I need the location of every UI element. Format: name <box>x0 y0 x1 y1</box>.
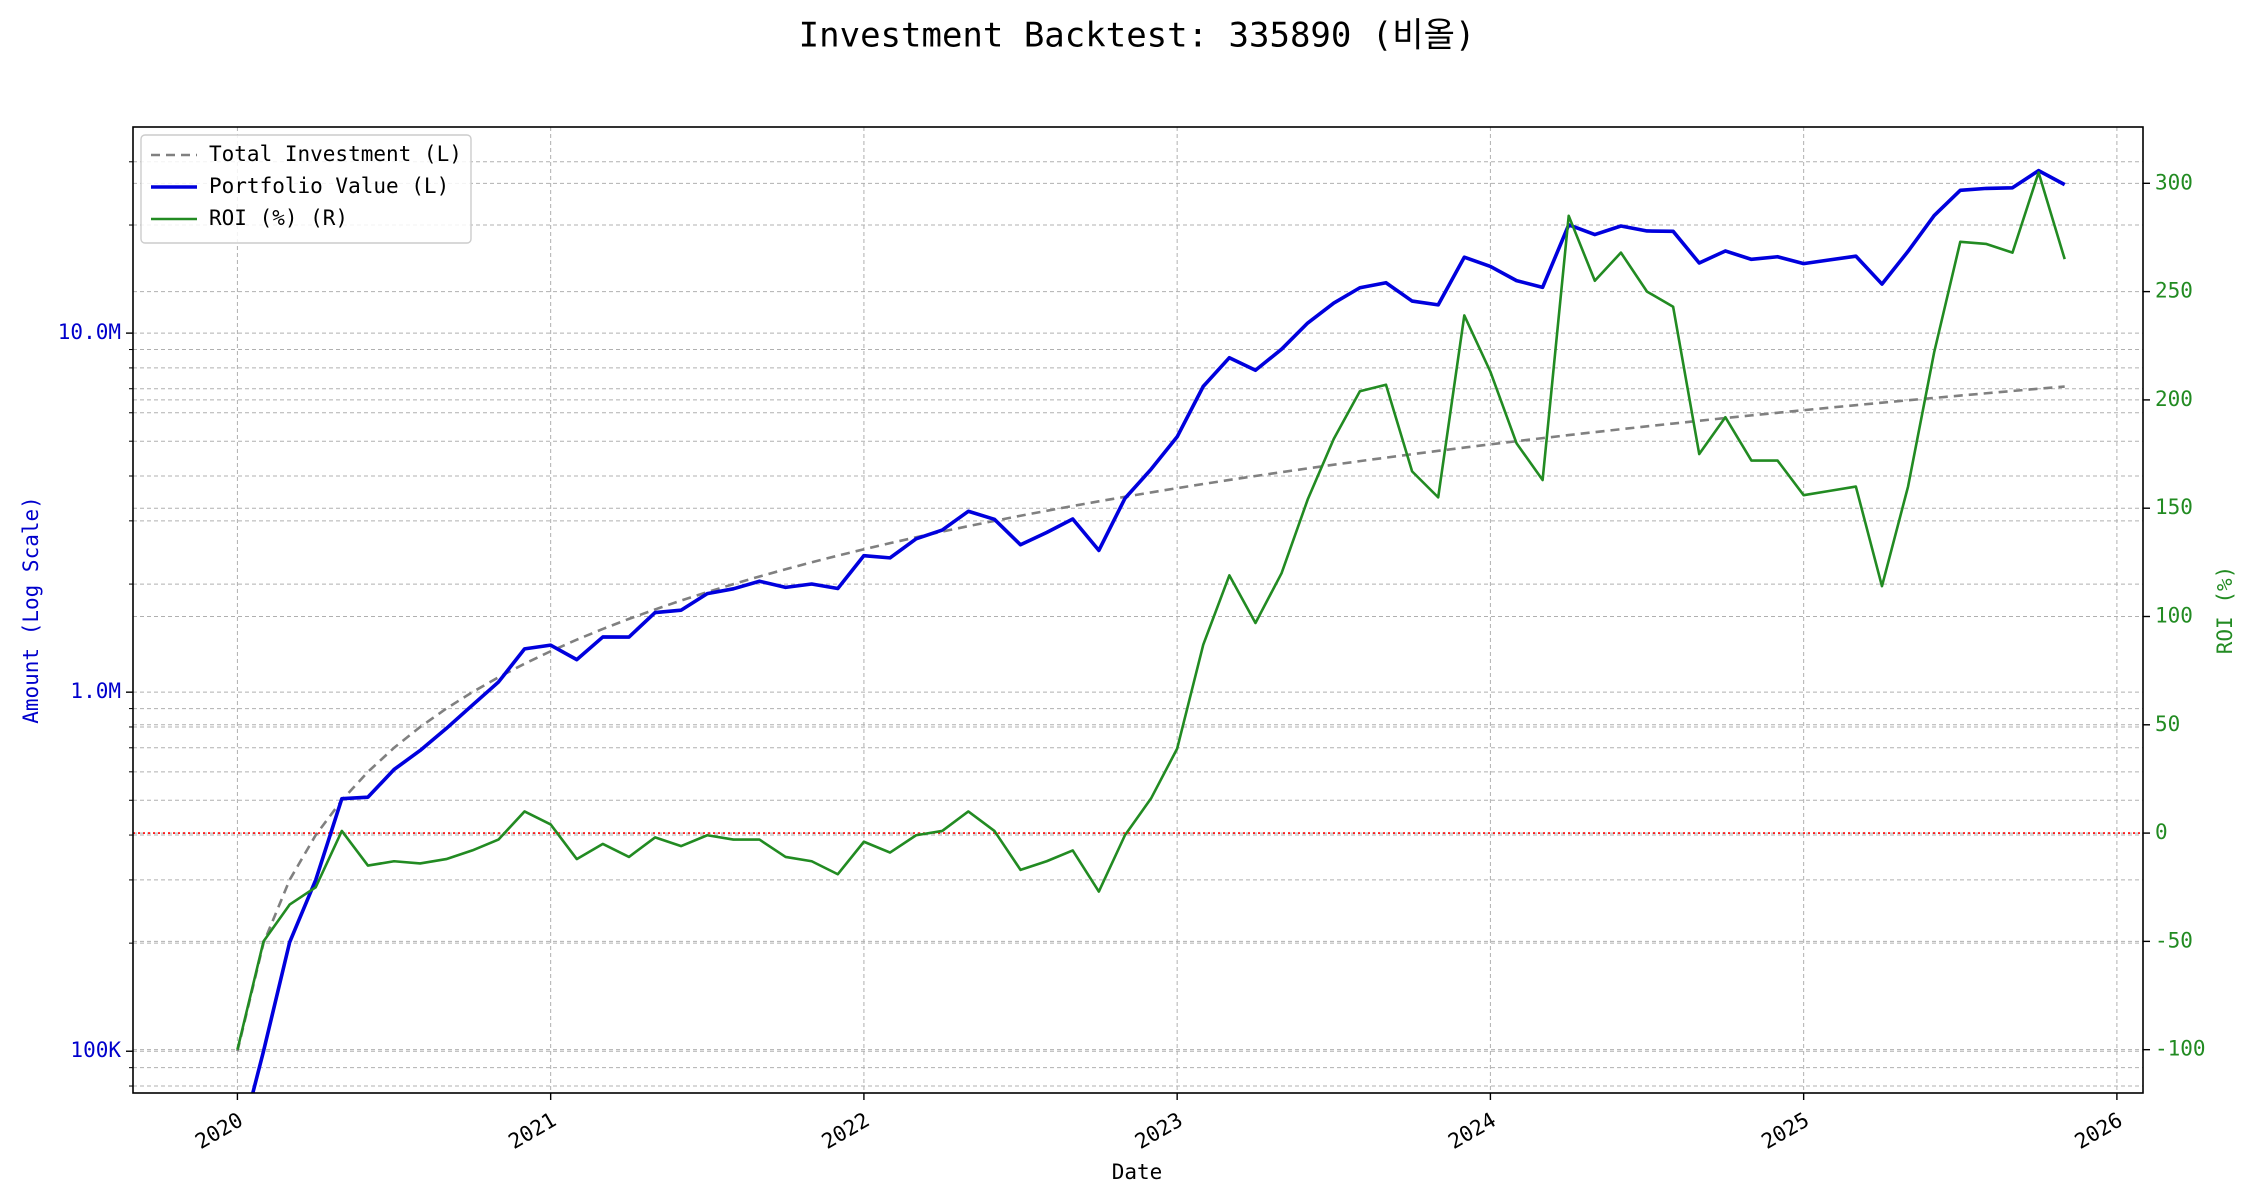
legend: Total Investment (L) Portfolio Value (L) R… <box>140 134 472 244</box>
y2-tick-label: 250 <box>2155 279 2193 303</box>
plot-frame <box>132 126 2144 1094</box>
series-line <box>250 168 2066 1093</box>
y-axis-label: Amount (Log Scale) <box>19 496 43 724</box>
grid <box>133 127 2143 1093</box>
y2-axis-label: ROI (%) <box>2213 566 2237 655</box>
y2-tick-label: 100 <box>2155 603 2193 627</box>
legend-label: ROI (%) (R) <box>209 206 348 230</box>
y2-tick-label: 150 <box>2155 495 2193 519</box>
y2-tick-label: 50 <box>2155 712 2180 736</box>
series-line <box>236 385 2065 1052</box>
y-tick-label: 100K <box>70 1038 121 1062</box>
x-axis-label: Date <box>1112 1160 1163 1184</box>
y-tick-label: 10.0M <box>58 320 121 344</box>
y2-tick-label: -50 <box>2155 928 2193 952</box>
chart-title: Investment Backtest: 335890 (비올) <box>799 16 1476 56</box>
legend-box <box>140 134 472 244</box>
plot-area <box>133 168 2143 1093</box>
y2-tick-label: 300 <box>2155 170 2193 194</box>
y2-tick-label: -100 <box>2155 1037 2206 1061</box>
series-line <box>236 171 2066 1050</box>
y2-tick-label: 0 <box>2155 820 2168 844</box>
y2-tick-label: 200 <box>2155 387 2193 411</box>
legend-label: Portfolio Value (L) <box>209 174 449 198</box>
y-tick-label: 1.0M <box>70 679 121 703</box>
legend-label: Total Investment (L) <box>209 142 462 166</box>
